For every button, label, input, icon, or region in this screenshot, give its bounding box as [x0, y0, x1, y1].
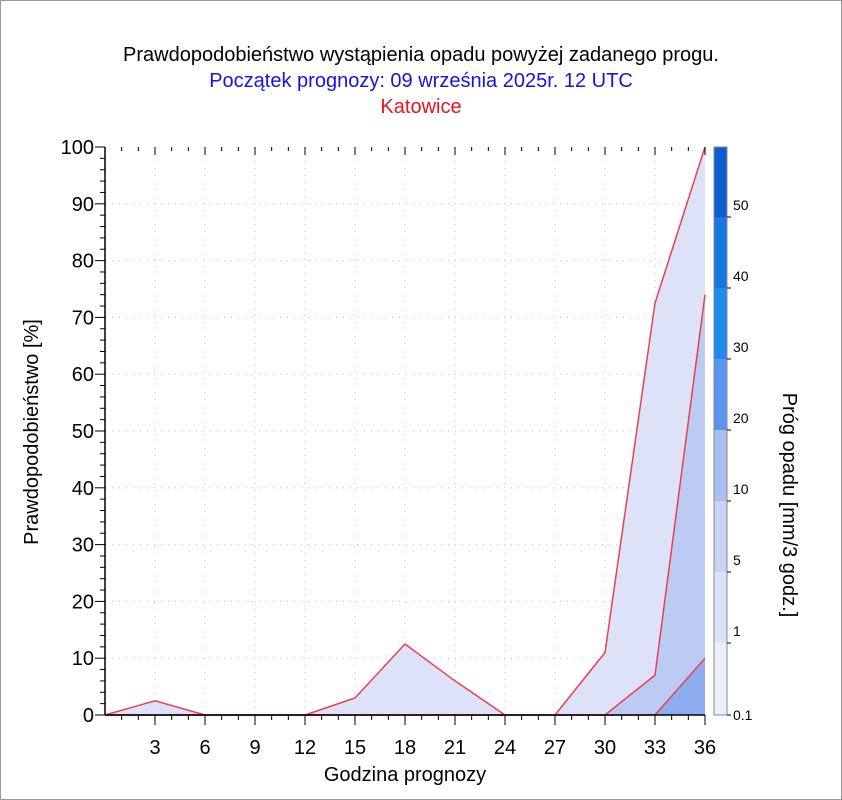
colorbar-tick-label: 40 [733, 268, 749, 284]
y-axis-label: Prawdopodobieństwo [%] [21, 319, 43, 545]
x-tick-label: 12 [294, 737, 316, 759]
y-tick-label: 0 [83, 705, 94, 727]
y-tick-label: 20 [72, 591, 94, 613]
colorbar-segment [714, 147, 727, 217]
x-tick-label: 15 [344, 737, 366, 759]
series-area-0 [105, 147, 705, 715]
colorbar-tick-label: 20 [733, 410, 749, 426]
colorbar-tick-label: 50 [733, 197, 749, 213]
x-tick-label: 24 [494, 737, 516, 759]
y-tick-label: 30 [72, 535, 94, 557]
x-tick-label: 9 [249, 737, 260, 759]
colorbar-segment [714, 501, 727, 572]
colorbar-label: Próg opadu [mm/3 godz.] [778, 393, 800, 618]
y-tick-label: 40 [72, 478, 94, 500]
colorbar-segment [714, 288, 727, 359]
y-tick-label: 80 [72, 251, 94, 273]
x-tick-labels: 3 6 9 12 15 18 21 24 27 30 33 36 [149, 737, 716, 759]
colorbar-border [713, 146, 728, 716]
y-tick-label: 50 [72, 421, 94, 443]
chart-location: Katowice [380, 96, 462, 118]
y-tick-label: 100 [61, 137, 94, 159]
chart-title: Prawdopodobieństwo wystąpienia opadu pow… [123, 44, 719, 66]
y-tick-labels: 0 10 20 30 40 50 60 70 80 90 100 [61, 137, 94, 727]
y-tick-label: 10 [72, 648, 94, 670]
x-tick-label: 3 [149, 737, 160, 759]
colorbar-segment [714, 430, 727, 501]
x-tick-label: 18 [394, 737, 416, 759]
x-tick-label: 27 [544, 737, 566, 759]
y-tick-label: 70 [72, 307, 94, 329]
colorbar-tick-label: 0.1 [733, 707, 753, 723]
axes-layer [95, 146, 706, 725]
y-tick-label: 90 [72, 194, 94, 216]
y-tick-label: 60 [72, 364, 94, 386]
colorbar-segment [714, 572, 727, 643]
x-axis-label: Godzina prognozy [324, 764, 486, 786]
colorbar-segment [714, 217, 727, 288]
colorbar-tick-label: 30 [733, 339, 749, 355]
x-tick-label: 30 [594, 737, 616, 759]
colorbar-segment [714, 643, 727, 715]
colorbar-tick-label: 5 [733, 552, 741, 568]
colorbar-segment [714, 359, 727, 430]
colorbar: 0.1 1 5 10 20 30 40 50 [713, 146, 753, 723]
x-tick-label: 36 [694, 737, 716, 759]
x-tick-label: 6 [199, 737, 210, 759]
colorbar-tick-label: 10 [733, 481, 749, 497]
chart-subtitle: Początek prognozy: 09 września 2025r. 12… [209, 70, 633, 92]
series-areas [104, 146, 706, 716]
x-tick-label: 21 [444, 737, 466, 759]
x-tick-label: 33 [644, 737, 666, 759]
colorbar-tick-label: 1 [733, 623, 741, 639]
